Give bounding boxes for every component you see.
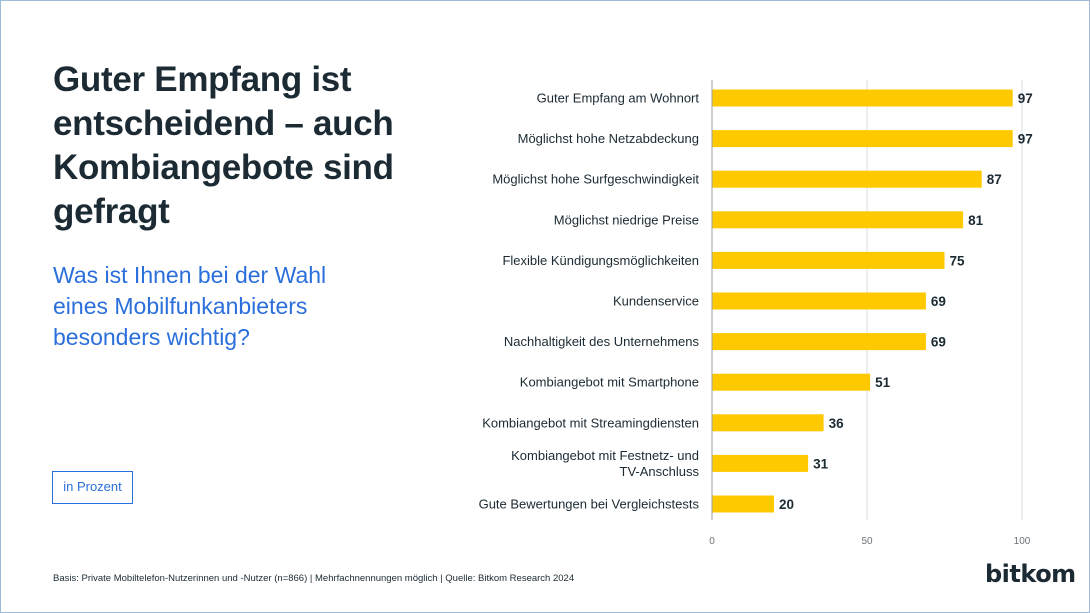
data-label: 20: [779, 497, 794, 512]
bar: [712, 251, 945, 269]
data-label: 87: [987, 172, 1002, 187]
category-label: Kombiangebot mit Festnetz- und TV-Anschlu…: [511, 448, 699, 479]
bar: [712, 414, 824, 432]
data-label: 75: [950, 253, 966, 268]
data-label: 97: [1018, 132, 1033, 147]
category-label: Gute Bewertungen bei Vergleichstests: [479, 497, 700, 512]
unit-badge: in Prozent: [52, 471, 133, 504]
bar: [712, 292, 926, 310]
bar: [712, 89, 1013, 107]
category-label: Kombiangebot mit Streamingdiensten: [482, 415, 699, 430]
data-label: 69: [931, 294, 946, 309]
bar: [712, 495, 774, 513]
chart-question: Was ist Ihnen bei der Wahl eines Mobilfu…: [53, 262, 327, 350]
data-label: 81: [968, 213, 984, 228]
x-tick-label: 50: [861, 536, 873, 547]
page-title: Guter Empfang ist entscheidend – auch Ko…: [53, 60, 394, 231]
bitkom-logo: bitkom: [985, 560, 1076, 588]
category-label: Möglichst niedrige Preise: [554, 212, 699, 227]
bar: [712, 170, 982, 188]
bar: [712, 130, 1013, 148]
x-tick-label: 100: [1014, 536, 1031, 547]
bar: [712, 454, 809, 472]
category-label: Möglichst hohe Surfgeschwindigkeit: [492, 172, 699, 187]
source-footnote: Basis: Private Mobiltelefon-Nutzerinnen …: [53, 573, 575, 584]
data-label: 31: [813, 456, 829, 471]
bar: [712, 211, 964, 229]
data-label: 36: [829, 416, 845, 431]
bar: [712, 333, 926, 351]
bar: [712, 373, 871, 391]
data-label: 69: [931, 335, 946, 350]
category-label: Möglichst hohe Netzabdeckung: [518, 131, 699, 146]
x-tick-label: 0: [709, 536, 715, 547]
data-label: 97: [1018, 91, 1033, 106]
category-label: Flexible Kündigungsmöglichkeiten: [502, 253, 699, 268]
category-label: Nachhaltigkeit des Unternehmens: [504, 334, 700, 349]
category-label: Kundenservice: [613, 294, 699, 309]
category-label: Kombiangebot mit Smartphone: [520, 375, 699, 390]
data-label: 51: [875, 375, 891, 390]
category-label: Guter Empfang am Wohnort: [537, 91, 700, 106]
